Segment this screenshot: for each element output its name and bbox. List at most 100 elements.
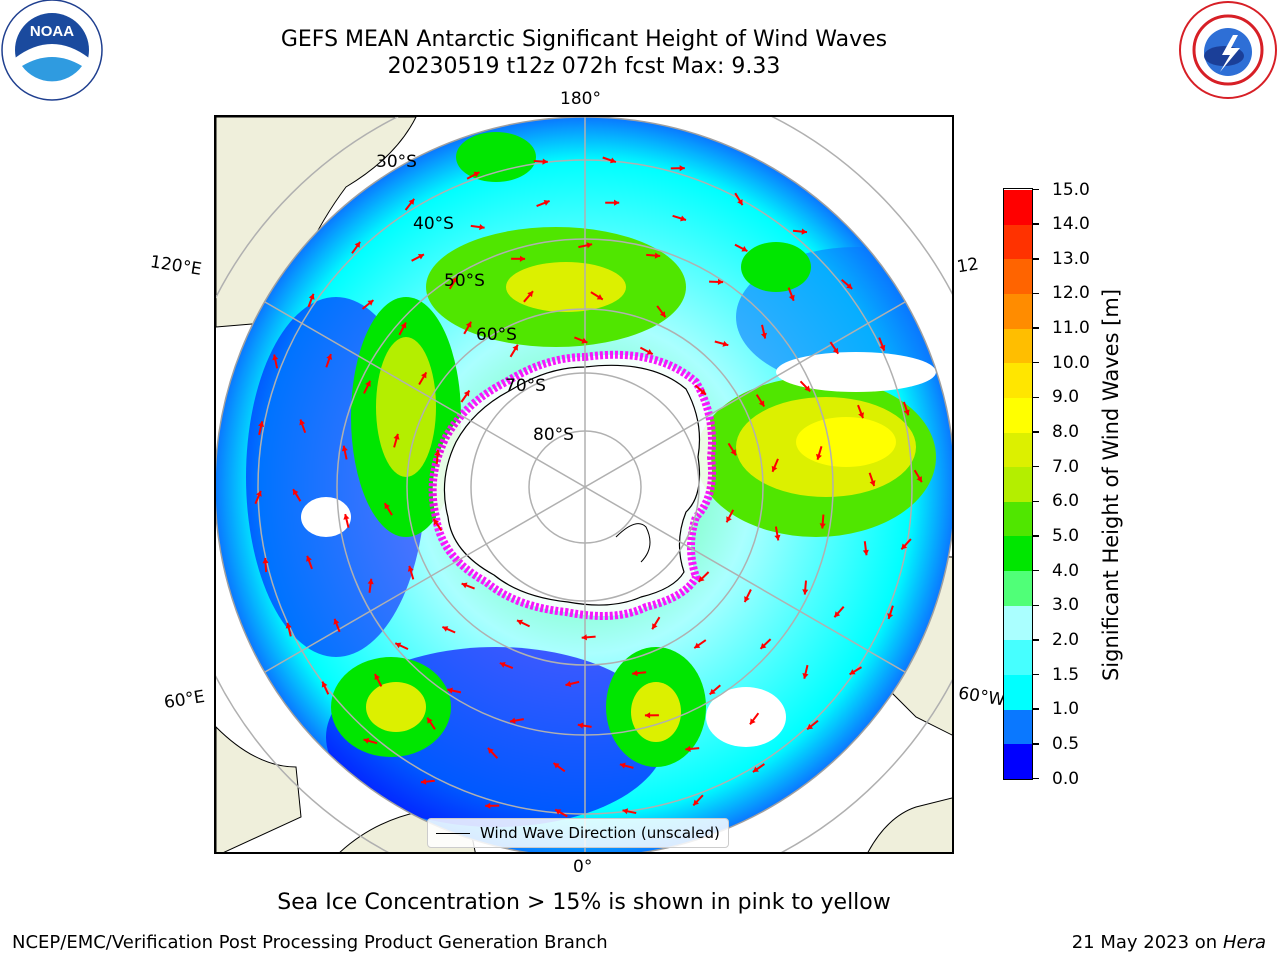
wave-arrow-head xyxy=(519,255,526,262)
wave-arrow-head xyxy=(258,421,265,427)
colorbar-segment xyxy=(1004,258,1032,294)
wind-wave-arrows xyxy=(254,156,923,818)
wave-arrow-head xyxy=(834,611,841,618)
wave-arrow-head xyxy=(760,643,767,649)
wave-arrow-head xyxy=(487,747,494,754)
wave-arrow-head xyxy=(434,450,441,456)
colorbar-tick-label: 6.0 xyxy=(1052,491,1080,512)
lon-label-top: 180° xyxy=(560,89,601,109)
colorbar-tick-label: 15.0 xyxy=(1052,179,1090,200)
colorbar-segment xyxy=(1004,466,1032,502)
colorbar-segment xyxy=(1004,224,1032,260)
colorbar-tick xyxy=(1033,777,1039,780)
wave-arrow-head xyxy=(758,400,765,407)
colorbar-tick xyxy=(1033,292,1039,295)
map-legend: Wind Wave Direction (unscaled) xyxy=(427,818,729,848)
wave-arrow-head xyxy=(916,476,922,483)
wave-arrow-head xyxy=(771,465,778,472)
wave-arrow-head xyxy=(343,514,350,520)
wave-arrow-head xyxy=(644,712,651,719)
footer-date: 21 May 2023 on Hera xyxy=(1072,932,1266,953)
colorbar-tick-label: 0.5 xyxy=(1052,733,1080,754)
wave-arrow-head xyxy=(485,802,491,809)
wave-arrow-head xyxy=(807,723,814,730)
wave-arrow-head xyxy=(801,228,807,235)
wave-arrow-head xyxy=(306,555,312,562)
colorbar xyxy=(1003,188,1033,780)
wave-arrow-head xyxy=(652,623,658,630)
wave-arrow-head xyxy=(451,276,458,283)
footer-system: Hera xyxy=(1222,932,1266,953)
wave-arrow-head xyxy=(659,311,666,318)
colorbar-tick xyxy=(1033,223,1039,225)
wave-arrow-head xyxy=(858,412,864,419)
polar-map xyxy=(216,117,952,852)
colorbar-tick xyxy=(1033,327,1039,329)
wave-arrow-head xyxy=(527,291,533,298)
chart-title: GEFS MEAN Antarctic Significant Height o… xyxy=(280,27,888,52)
wave-arrow-head xyxy=(869,480,876,486)
wave-arrow-head xyxy=(832,347,839,354)
wave-arrow-head xyxy=(333,618,340,625)
colorbar-tick xyxy=(1033,396,1039,399)
wave-arrow-head xyxy=(752,766,759,772)
wave-arrow-head xyxy=(499,662,506,668)
lon-label-120w: 120°W xyxy=(955,254,979,278)
wave-arrow-head xyxy=(879,344,886,351)
wave-arrow-head xyxy=(901,543,908,550)
wave-arrow-head xyxy=(730,449,736,456)
wave-arrow-head xyxy=(418,254,424,260)
lon-label-60e: 60°E xyxy=(162,686,207,714)
wave-arrow-head xyxy=(788,294,795,301)
wave-arrow-head xyxy=(553,763,560,769)
wave-arrow-head xyxy=(393,433,400,440)
colorbar-tick xyxy=(1033,569,1039,572)
wave-arrow-head xyxy=(442,626,449,632)
wave-arrow-head xyxy=(804,385,811,392)
wave-arrow-head xyxy=(421,372,427,379)
colorbar-segment xyxy=(1004,328,1032,364)
wave-arrow-head xyxy=(517,619,523,626)
colorbar-tick xyxy=(1033,708,1039,710)
wave-arrow-head xyxy=(581,634,587,641)
lat-label-60s: 60°S xyxy=(476,325,517,345)
wave-arrow-head xyxy=(363,737,370,744)
colorbar-segment xyxy=(1004,397,1032,433)
colorbar-tick xyxy=(1033,258,1039,260)
lat-label-50s: 50°S xyxy=(444,271,485,291)
wave-arrow-head xyxy=(722,340,729,347)
colorbar-tick xyxy=(1033,465,1039,468)
wave-arrow-head xyxy=(750,718,756,725)
wave-arrow-head xyxy=(473,171,480,178)
wave-arrow-head xyxy=(737,199,743,206)
lat-label-40s: 40°S xyxy=(413,214,454,234)
wave-arrow-head xyxy=(816,453,822,460)
lat-label-30s: 30°S xyxy=(376,152,417,172)
colorbar-tick xyxy=(1033,639,1039,641)
wave-arrow-head xyxy=(565,680,572,687)
graticule xyxy=(216,117,952,852)
wave-arrow-head xyxy=(700,388,706,395)
wave-arrow-head xyxy=(367,578,374,585)
wave-arrow-head xyxy=(326,354,333,360)
colorbar-segment xyxy=(1004,501,1032,537)
legend-label: Wind Wave Direction (unscaled) xyxy=(480,824,720,842)
wave-arrow-head xyxy=(614,199,620,206)
wave-arrow-head xyxy=(802,673,809,679)
wave-arrow-head xyxy=(596,294,603,300)
wave-arrow-head xyxy=(846,283,853,289)
wave-arrow-head xyxy=(407,565,414,572)
colorbar-tick-label: 8.0 xyxy=(1052,422,1080,443)
colorbar-tick xyxy=(1033,673,1039,676)
lon-label-bottom: 0° xyxy=(573,857,593,877)
wave-arrow-head xyxy=(774,534,781,541)
wave-arrow-head xyxy=(577,722,584,729)
colorbar-title: Significant Height of Wind Waves [m] xyxy=(1099,288,1123,682)
wave-arrow-head xyxy=(463,390,470,397)
svg-text:NOAA: NOAA xyxy=(30,23,74,40)
legend-line-swatch xyxy=(436,832,470,834)
colorbar-tick xyxy=(1033,431,1039,433)
wave-arrow-head xyxy=(367,300,374,306)
colorbar-segment xyxy=(1004,639,1032,676)
wave-arrow-head xyxy=(542,158,548,165)
